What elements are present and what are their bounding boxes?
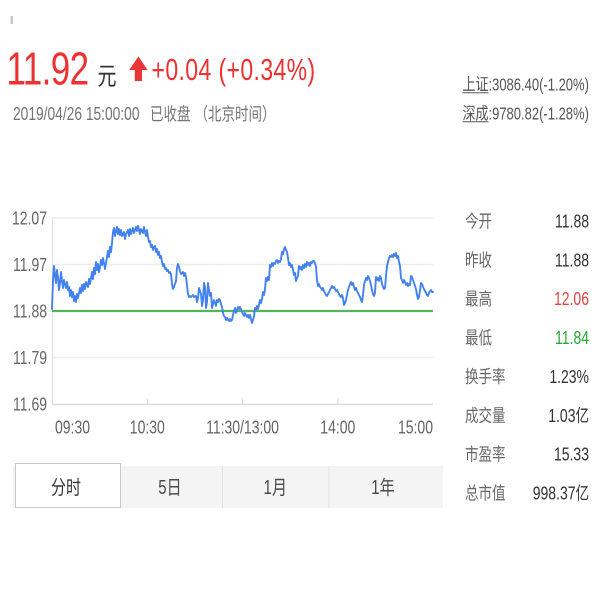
svg-text:+0.04 (+0.34%): +0.04 (+0.34%) <box>152 52 316 87</box>
svg-text:10:30: 10:30 <box>130 418 165 438</box>
svg-text:1: 1 <box>371 476 379 499</box>
svg-text:15.33: 15.33 <box>554 445 589 465</box>
svg-text:5: 5 <box>158 476 166 499</box>
svg-text:2019/04/26 15:00:00: 2019/04/26 15:00:00 <box>13 104 140 124</box>
svg-text:1.23%: 1.23% <box>549 367 589 387</box>
svg-text:11.88: 11.88 <box>13 302 47 322</box>
svg-text:11.79: 11.79 <box>13 348 47 368</box>
svg-text:12.07: 12.07 <box>12 209 47 229</box>
svg-text:11.88: 11.88 <box>555 251 589 271</box>
svg-text:11.88: 11.88 <box>555 212 589 232</box>
svg-text:11.97: 11.97 <box>13 255 47 275</box>
svg-text:11:30/13:00: 11:30/13:00 <box>206 418 279 438</box>
svg-text:11.84: 11.84 <box>555 328 589 348</box>
svg-text::3086.40(-1.20%): :3086.40(-1.20%) <box>489 76 589 95</box>
svg-text:11.69: 11.69 <box>13 395 47 415</box>
svg-text:14:00: 14:00 <box>320 418 355 438</box>
svg-text:15:00: 15:00 <box>398 418 433 438</box>
svg-text:1: 1 <box>264 476 272 499</box>
svg-text:998.37: 998.37 <box>533 484 576 504</box>
svg-text:09:30: 09:30 <box>55 418 90 438</box>
svg-text::9780.82(-1.28%): :9780.82(-1.28%) <box>489 105 589 124</box>
svg-text:1.03: 1.03 <box>548 406 575 426</box>
svg-text:11.92: 11.92 <box>7 43 89 95</box>
svg-text:12.06: 12.06 <box>554 289 589 309</box>
